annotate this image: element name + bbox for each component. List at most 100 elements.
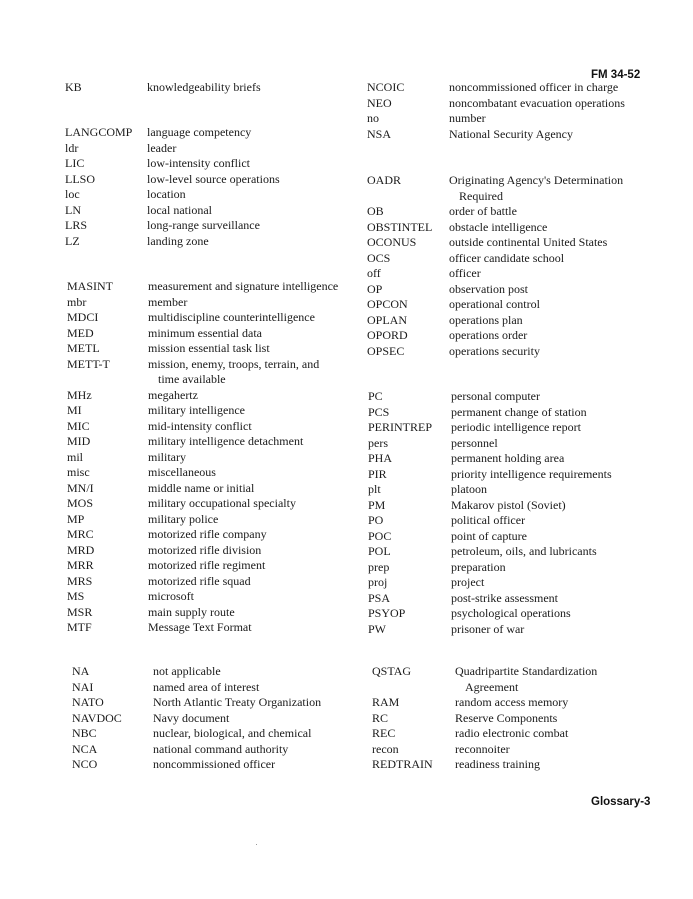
glossary-abbreviation: PO — [368, 513, 384, 527]
glossary-definition: petroleum, oils, and lubricants — [451, 544, 597, 558]
glossary-definition: officer candidate school — [449, 250, 565, 265]
glossary-abbreviation: OBSTINTEL — [367, 219, 433, 234]
glossary-abbreviation: METL — [67, 341, 100, 355]
glossary-definition: local national — [147, 202, 212, 217]
glossary-abbreviation: proj — [368, 575, 388, 589]
glossary-abbreviation: NCO — [72, 757, 98, 771]
glossary-abbreviation: LN — [65, 202, 81, 217]
glossary-abbreviation: OADR — [367, 173, 402, 187]
glossary-abbreviation: MRD — [67, 542, 95, 557]
glossary-definition: priority intelligence requirements — [451, 466, 612, 481]
glossary-definition: reconnoiter — [455, 741, 510, 756]
glossary-abbreviation: RC — [372, 710, 389, 725]
glossary-abbreviation: NSA — [367, 126, 392, 141]
glossary-abbreviation: pers — [368, 435, 388, 450]
glossary-definition: project — [451, 575, 485, 589]
glossary-definition: motorized rifle division — [148, 542, 262, 557]
glossary-definition: personnel — [451, 435, 498, 450]
glossary-definition: outside continental United States — [449, 235, 608, 249]
glossary-abbreviation: MN/I — [67, 480, 94, 495]
glossary-abbreviation: QSTAG — [372, 664, 412, 678]
glossary-abbreviation: loc — [65, 187, 80, 201]
glossary-abbreviation: MID — [67, 434, 91, 448]
glossary-abbreviation: LANGCOMP — [65, 125, 133, 139]
glossary-abbreviation: METT-T — [67, 356, 110, 371]
glossary-abbreviation: NCA — [72, 741, 98, 756]
glossary-abbreviation: KB — [65, 80, 82, 94]
glossary-abbreviation: NAI — [72, 679, 94, 694]
glossary-definition: Makarov pistol (Soviet) — [451, 497, 566, 512]
glossary-abbreviation: NATO — [72, 695, 104, 709]
glossary-definition: middle name or initial — [148, 480, 255, 495]
glossary-definition: post-strike assessment — [451, 590, 558, 605]
glossary-abbreviation: MASINT — [67, 279, 114, 293]
glossary-definition: radio electronic combat — [455, 726, 569, 740]
glossary-abbreviation: PERINTREP — [368, 420, 433, 434]
glossary-abbreviation: REC — [372, 726, 396, 740]
glossary-definition: permanent change of station — [451, 404, 587, 419]
glossary-definition: preparation — [451, 559, 506, 574]
glossary-abbreviation: PCS — [368, 404, 390, 419]
glossary-definition: motorized rifle company — [148, 527, 267, 541]
glossary-definition: political officer — [451, 513, 526, 527]
page-number: Glossary-3 — [591, 796, 651, 808]
glossary-definition: operations plan — [449, 312, 523, 327]
glossary-abbreviation: OPORD — [367, 328, 408, 342]
glossary-abbreviation: POC — [368, 528, 392, 543]
glossary-abbreviation: MS — [67, 589, 85, 603]
glossary-definition: low-intensity conflict — [147, 156, 250, 170]
glossary-definition: nuclear, biological, and chemical — [153, 726, 312, 740]
glossary-definition: military police — [148, 511, 219, 526]
glossary-definition: officer — [449, 266, 481, 280]
glossary-abbreviation: PSA — [368, 590, 391, 605]
glossary-definition: long-range surveillance — [147, 218, 260, 232]
glossary-definition: minimum essential data — [148, 325, 262, 340]
glossary-definition: permanent holding area — [451, 451, 565, 465]
glossary-abbreviation: OPSEC — [367, 343, 405, 358]
glossary-abbreviation: NCOIC — [367, 80, 405, 94]
glossary-definition: low-level source operations — [147, 171, 280, 186]
glossary-abbreviation: PM — [368, 497, 386, 512]
glossary-definition: random access memory — [455, 695, 569, 709]
glossary-definition: motorized rifle regiment — [148, 558, 266, 572]
glossary-abbreviation: LIC — [65, 156, 85, 170]
glossary-definition: Navy document — [153, 710, 230, 725]
glossary-abbreviation: no — [367, 111, 379, 125]
glossary-definition: megahertz — [148, 387, 198, 402]
glossary-abbreviation: PC — [368, 389, 383, 403]
glossary-abbreviation: off — [367, 266, 381, 280]
glossary-abbreviation: MED — [67, 325, 94, 340]
glossary-definition-continued: time available — [158, 372, 226, 386]
glossary-definition: mission, enemy, troops, terrain, and — [148, 356, 320, 371]
glossary-abbreviation: LRS — [65, 218, 88, 232]
glossary-definition: national command authority — [153, 741, 289, 756]
glossary-definition: knowledgeability briefs — [147, 80, 261, 94]
glossary-abbreviation: NAVDOC — [72, 710, 122, 725]
glossary-abbreviation: mbr — [67, 294, 87, 309]
glossary-definition: noncombatant evacuation operations — [449, 95, 625, 110]
glossary-definition: leader — [147, 140, 177, 155]
glossary-definition: not applicable — [153, 664, 221, 678]
glossary-definition: operations order — [449, 328, 528, 342]
glossary-abbreviation: MHz — [67, 387, 92, 402]
glossary-abbreviation: ldr — [65, 140, 79, 155]
glossary-abbreviation: mil — [67, 449, 84, 464]
glossary-abbreviation: LZ — [65, 233, 80, 248]
glossary-abbreviation: OCS — [367, 250, 391, 265]
glossary-abbreviation: OCONUS — [367, 235, 417, 249]
glossary-definition: location — [147, 187, 186, 201]
glossary-definition: microsoft — [148, 589, 194, 603]
glossary-abbreviation: MTF — [67, 620, 92, 634]
glossary-abbreviation: POL — [368, 544, 391, 558]
glossary-definition: operational control — [449, 297, 540, 311]
glossary-definition: Message Text Format — [148, 620, 252, 634]
glossary-definition: Originating Agency's Determination — [449, 173, 624, 187]
glossary-abbreviation: PHA — [368, 451, 393, 465]
glossary-abbreviation: misc — [67, 465, 90, 479]
glossary-abbreviation: RAM — [372, 695, 400, 709]
glossary-definition: military — [148, 449, 186, 464]
glossary-abbreviation: NBC — [72, 726, 97, 740]
glossary-abbreviation: OP — [367, 281, 383, 296]
glossary-abbreviation: MRS — [67, 573, 93, 588]
glossary-abbreviation: OPLAN — [367, 312, 408, 327]
